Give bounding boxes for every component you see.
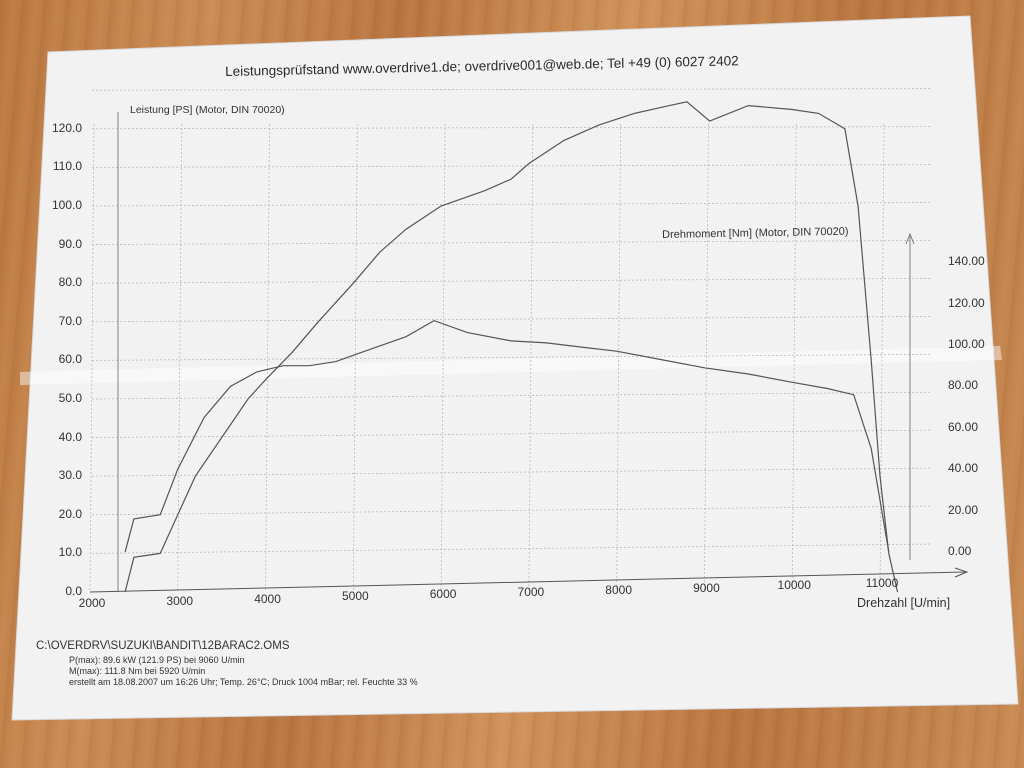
right-tick-label: 60.00 — [948, 419, 979, 434]
left-tick-label: 50.0 — [58, 391, 82, 405]
left-tick-label: 70.0 — [58, 313, 82, 328]
left-tick-label: 60.0 — [58, 352, 82, 367]
created-line: erstellt am 18.08.2007 um 16:26 Uhr; Tem… — [69, 677, 418, 687]
x-tick-label: 9000 — [693, 580, 720, 595]
power-curve — [124, 101, 899, 593]
right-tick-label: 80.00 — [948, 378, 979, 393]
left-tick-label: 10.0 — [58, 545, 82, 560]
right-tick-label: 0.00 — [948, 544, 972, 558]
x-axis-arrow — [954, 567, 969, 578]
x-tick-label: 11000 — [865, 576, 899, 591]
left-tick-label: 0.0 — [65, 584, 82, 598]
x-axis-line — [89, 571, 966, 593]
left-tick-label: 90.0 — [58, 236, 82, 251]
right-tick-label: 120.00 — [948, 295, 985, 310]
left-tick-label: 120.0 — [51, 120, 82, 135]
x-tick-label: 5000 — [341, 589, 369, 604]
right-tick-label: 100.00 — [948, 337, 985, 351]
right-tick-label: 20.00 — [948, 502, 979, 517]
torque-curve — [124, 319, 890, 553]
paper-sheet — [11, 15, 1019, 721]
left-tick-label: 80.0 — [58, 275, 82, 290]
x-tick-label: 7000 — [517, 585, 545, 599]
left-tick-label: 110.0 — [52, 159, 82, 174]
x-tick-label: 3000 — [166, 593, 194, 608]
printout-footer: C:\OVERDRV\SUZUKI\BANDIT\12BARAC2.OMS P(… — [36, 640, 418, 688]
x-tick-label: 4000 — [254, 591, 281, 606]
x-axis-label: Drehzahl [U/min] — [857, 596, 951, 610]
left-tick-label: 100.0 — [51, 198, 82, 212]
max-torque-line: M(max): 111.8 Nm bei 5920 U/min — [69, 666, 206, 676]
left-tick-label: 20.0 — [58, 506, 82, 521]
right-tick-label: 140.00 — [948, 254, 985, 269]
max-power-line: P(max): 89.6 kW (121.9 PS) bei 9060 U/mi… — [69, 655, 245, 665]
file-path: C:\OVERDRV\SUZUKI\BANDIT\12BARAC2.OMS — [36, 640, 290, 652]
x-tick-label: 8000 — [605, 582, 633, 597]
chart-curves — [124, 101, 899, 593]
right-tick-label: 40.00 — [948, 461, 979, 476]
left-tick-label: 30.0 — [58, 468, 82, 483]
x-tick-label: 2000 — [78, 596, 106, 610]
right-axis-arrow — [905, 232, 915, 245]
left-axis-label: Leistung [PS] (Motor, DIN 70020) — [130, 104, 285, 116]
x-tick-label: 10000 — [777, 578, 811, 593]
left-tick-label: 40.0 — [58, 429, 82, 444]
x-tick-label: 6000 — [429, 587, 457, 602]
chart-axes — [89, 112, 969, 593]
